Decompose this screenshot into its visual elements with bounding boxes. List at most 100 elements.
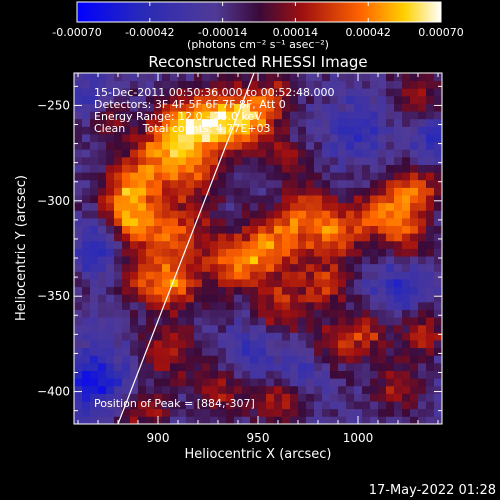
heatmap-cell [210, 401, 219, 410]
heatmap-cell [394, 88, 403, 97]
heatmap-cell [138, 164, 147, 173]
heatmap-cell [298, 286, 307, 295]
heatmap-cell [338, 393, 347, 402]
heatmap-cell [298, 179, 307, 188]
heatmap-cell [266, 195, 275, 204]
heatmap-cell [178, 156, 187, 165]
heatmap-cell [386, 80, 395, 89]
heatmap-cell [218, 134, 227, 143]
heatmap-cell [234, 118, 243, 127]
heatmap-cell [386, 294, 395, 303]
heatmap-cell [226, 370, 235, 379]
heatmap-cell [114, 385, 123, 394]
heatmap-cell [242, 179, 251, 188]
heatmap-cell [274, 248, 283, 257]
heatmap-cell [74, 202, 83, 211]
heatmap-cell [138, 286, 147, 295]
heatmap-cell [306, 80, 315, 89]
heatmap-cell [74, 179, 83, 188]
heatmap-cell [234, 248, 243, 257]
heatmap-cell [394, 340, 403, 349]
heatmap-cell [354, 80, 363, 89]
heatmap-cell [418, 73, 427, 82]
heatmap-cell [250, 202, 259, 211]
heatmap-cell [218, 217, 227, 227]
heatmap-cell [330, 416, 339, 424]
heatmap-cell [146, 324, 155, 333]
heatmap-cell [266, 80, 275, 89]
heatmap-cell [138, 187, 147, 196]
heatmap-cell [106, 187, 115, 196]
heatmap-cell [282, 111, 291, 120]
heatmap-cell [346, 416, 355, 424]
heatmap-cell [306, 416, 315, 424]
heatmap-cell [266, 263, 275, 272]
heatmap-cell [426, 103, 435, 112]
heatmap-cell [434, 340, 442, 349]
heatmap-cell [162, 332, 171, 341]
heatmap-cell [330, 248, 339, 257]
heatmap-cell [162, 286, 171, 295]
heatmap-cell [74, 73, 83, 82]
heatmap-cell [402, 286, 411, 295]
heatmap-cell [362, 164, 371, 173]
heatmap-cell [378, 279, 387, 288]
heatmap-cell [114, 111, 123, 120]
heatmap-cell [210, 240, 219, 249]
heatmap-cell [370, 332, 379, 341]
heatmap-cell [194, 141, 203, 150]
heatmap-cell [234, 355, 243, 364]
heatmap-cell [186, 347, 195, 356]
heatmap-cell [298, 149, 307, 158]
heatmap-cell [322, 187, 331, 196]
heatmap-cell [122, 408, 131, 417]
heatmap-cell [178, 210, 187, 219]
heatmap-cell [130, 370, 139, 379]
heatmap-cell [354, 286, 363, 295]
heatmap-cell [74, 355, 83, 364]
heatmap-cell [426, 202, 435, 211]
heatmap-cell [258, 294, 267, 303]
heatmap-cell [130, 225, 139, 234]
heatmap-cell [162, 401, 171, 410]
heatmap-cell [202, 134, 211, 143]
heatmap-cell [98, 317, 107, 326]
heatmap-cell [90, 118, 99, 127]
heatmap-cell [226, 80, 235, 89]
heatmap-cell [242, 279, 251, 288]
heatmap-cell [170, 149, 179, 158]
heatmap-cell [146, 210, 155, 219]
heatmap-cell [98, 172, 107, 181]
heatmap-cell [258, 317, 267, 326]
heatmap-cell [122, 340, 131, 349]
heatmap-cell [194, 179, 203, 188]
heatmap-cell [346, 370, 355, 379]
heatmap-cell [362, 362, 371, 371]
heatmap-cell [274, 309, 283, 318]
heatmap-cell [346, 301, 355, 310]
heatmap-cell [178, 401, 187, 410]
heatmap-cell [402, 233, 411, 242]
heatmap-cell [434, 172, 442, 181]
heatmap-cell [266, 172, 275, 181]
heatmap-cell [106, 256, 115, 265]
heatmap-cell [426, 362, 435, 371]
heatmap-cell [90, 141, 99, 150]
heatmap-cell [426, 279, 435, 288]
heatmap-cell [202, 317, 211, 326]
heatmap-cell [402, 408, 411, 417]
heatmap-cell [402, 355, 411, 364]
heatmap-cell [234, 195, 243, 204]
heatmap-cell [154, 164, 163, 173]
heatmap-cell [122, 217, 131, 227]
heatmap-cell [154, 134, 163, 143]
heatmap-cell [378, 286, 387, 295]
heatmap-cell [114, 355, 123, 364]
heatmap-cell [162, 134, 171, 143]
heatmap-cell [250, 362, 259, 371]
heatmap-cell [250, 118, 259, 127]
heatmap-cell [210, 385, 219, 394]
heatmap-cell [98, 332, 107, 341]
heatmap-cell [426, 80, 435, 89]
heatmap-cell [426, 225, 435, 234]
